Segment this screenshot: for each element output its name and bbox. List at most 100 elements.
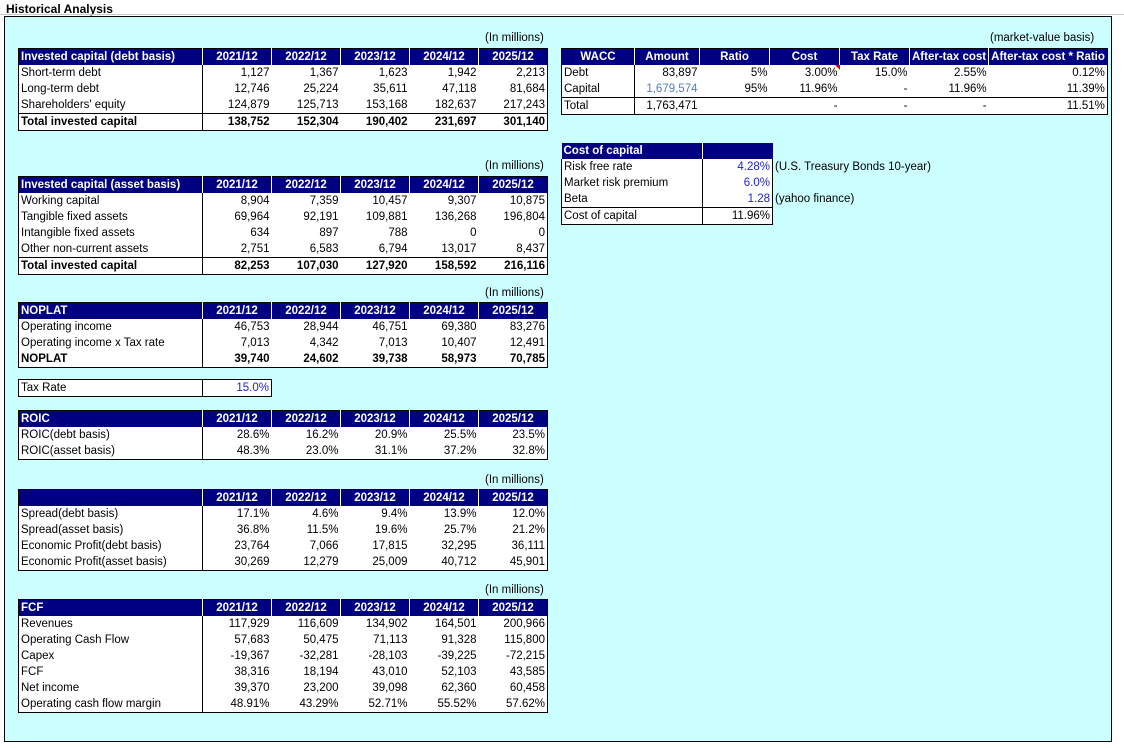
cell: 1,127 (202, 65, 272, 81)
spread-header-row: 2021/12 2022/12 2023/12 2024/12 2025/12 (18, 489, 548, 506)
year-header: 2024/12 (409, 410, 479, 427)
cell: 32.8% (512, 444, 545, 457)
spread-table: 2021/12 2022/12 2023/12 2024/12 2025/12 … (18, 489, 548, 571)
table-header: NOPLAT (18, 302, 203, 319)
market-risk-premium-input[interactable]: 6.0% (702, 175, 773, 191)
cell (699, 97, 770, 115)
row-label: Beta (561, 191, 703, 208)
row-label: Total (561, 97, 635, 115)
cell: 70,785 (509, 352, 545, 365)
cell: 38,316 (202, 664, 272, 680)
cell: 4,342 (309, 336, 339, 349)
table-row: Revenues 117,929 116,609 134,902 164,501… (19, 616, 548, 632)
cell: 788 (388, 226, 408, 239)
cell: 19.6% (374, 523, 408, 536)
cell: 40,712 (441, 555, 477, 568)
cell: 134,902 (365, 617, 408, 630)
cell: 116,609 (297, 617, 339, 630)
total-row: Total invested capital 82,253 107,030 12… (18, 257, 548, 275)
cell: -72,215 (505, 649, 545, 662)
unit-note: (In millions) (485, 287, 544, 299)
table-row: Economic Profit(asset basis) 30,269 12,2… (19, 554, 548, 571)
source-note: (U.S. Treasury Bonds 10-year) (775, 160, 931, 173)
year-header: 2022/12 (271, 302, 341, 319)
table-row: Debt 83,897 5% 3.00% 15.0% 2.55% 0.12% (562, 65, 1108, 81)
cell: 25,009 (372, 555, 408, 568)
year-header: 2025/12 (478, 302, 548, 319)
cell: 1,942 (447, 66, 477, 79)
row-label: Operating Cash Flow (21, 633, 130, 646)
cell: 115,800 (504, 633, 545, 646)
row-label: Short-term debt (21, 66, 101, 79)
cell: 12,746 (202, 81, 272, 97)
year-header: 2021/12 (202, 599, 272, 616)
cell: 11.5% (306, 523, 339, 536)
cell: 9,307 (447, 194, 477, 207)
cell: 39,738 (372, 352, 408, 365)
table-row: Operating income 46,753 28,944 46,751 69… (19, 319, 548, 335)
cell: -39,225 (437, 649, 477, 662)
cell: 60,458 (509, 681, 545, 694)
cell: 15.0% (874, 66, 908, 79)
cell: -32,281 (299, 649, 339, 662)
cell: 11.39% (1066, 82, 1105, 95)
cell: 30,269 (202, 554, 272, 571)
beta-input[interactable]: 1.28 (702, 191, 773, 208)
year-header: 2024/12 (409, 489, 479, 506)
cell: 216,116 (478, 257, 548, 275)
table-row: Spread(asset basis) 36.8% 11.5% 19.6% 25… (19, 522, 548, 538)
row-label: Total invested capital (18, 257, 203, 275)
cell: 24,602 (303, 352, 339, 365)
row-label: Spread(debt basis) (21, 507, 119, 520)
year-header: 2025/12 (478, 48, 548, 65)
table-row: Operating Cash Flow 57,683 50,475 71,113… (19, 632, 548, 648)
unit-note: (In millions) (485, 160, 544, 172)
table-row: ROIC(asset basis) 48.3% 23.0% 31.1% 37.2… (19, 443, 548, 460)
cell: 7,066 (309, 539, 339, 552)
total-row: NOPLAT 39,740 24,602 39,738 58,973 70,78… (19, 351, 548, 368)
row-label: Revenues (21, 617, 73, 630)
debt-basis-table: Invested capital (debt basis) 2021/12 20… (18, 48, 548, 131)
cell: 158,592 (409, 257, 479, 275)
cell: 8,904 (202, 193, 272, 209)
cell: 5% (750, 66, 768, 79)
risk-free-rate-input[interactable]: 4.28% (702, 159, 773, 175)
comment-indicator-icon[interactable] (834, 65, 840, 70)
cell: 21.2% (512, 523, 545, 536)
cell: 52,103 (441, 665, 477, 678)
table-row: Cost of capital 11.96% (561, 207, 948, 225)
cell: 28.6% (202, 427, 272, 443)
year-header: 2022/12 (271, 410, 341, 427)
cell: 57,683 (202, 632, 272, 648)
row-label: Risk free rate (561, 159, 703, 175)
column-header: Cost (769, 48, 840, 65)
cell: - (909, 97, 989, 115)
table-row: ROIC(debt basis) 28.6% 16.2% 20.9% 25.5%… (19, 427, 548, 443)
cell: 81,684 (509, 82, 545, 95)
year-header: 2023/12 (340, 48, 410, 65)
cell: - (839, 97, 910, 115)
cell: 190,402 (340, 113, 410, 131)
tax-rate-table: Tax Rate 15.0% (18, 379, 272, 397)
total-row: Total invested capital 138,752 152,304 1… (18, 113, 548, 131)
column-header: Ratio (699, 48, 770, 65)
cell: 0 (470, 226, 477, 239)
year-header: 2023/12 (340, 176, 410, 193)
cell: 2,213 (516, 66, 545, 79)
table-row: Capital 1,679,574 95% 11.96% - 11.96% 11… (562, 81, 1108, 98)
cell: 25,224 (303, 82, 339, 95)
cell: 125,713 (296, 98, 339, 111)
cell: 9.4% (381, 507, 408, 520)
year-header: 2022/12 (271, 176, 341, 193)
row-label: Cost of capital (561, 207, 703, 225)
table-row: Shareholders' equity 124,879 125,713 153… (19, 97, 548, 114)
asset-basis-header-row: Invested capital (asset basis) 2021/12 2… (18, 176, 548, 193)
tax-rate-input[interactable]: 15.0% (202, 379, 272, 397)
cell: 117,929 (202, 616, 272, 632)
cell: 71,113 (373, 633, 408, 646)
cell: 13.9% (443, 507, 477, 520)
cell: 36.8% (202, 522, 272, 538)
asset-basis-table: Invested capital (asset basis) 2021/12 2… (18, 176, 548, 275)
cell: 36,111 (511, 539, 545, 552)
cell: 45,901 (509, 555, 545, 568)
